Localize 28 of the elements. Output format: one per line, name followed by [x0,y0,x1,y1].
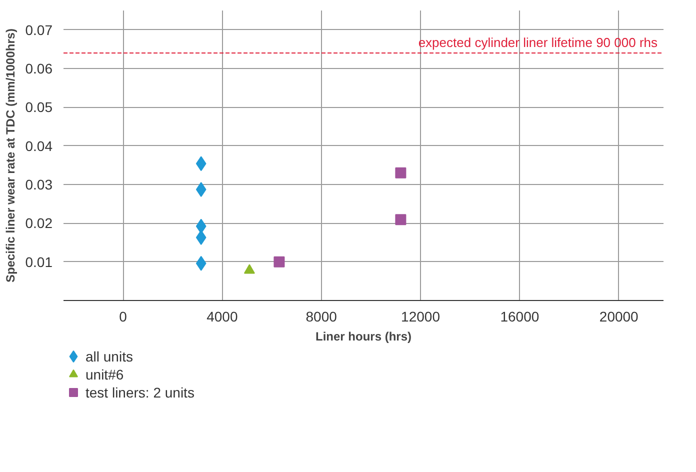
x-axis-title: Liner hours (hrs) [315,330,412,344]
y-tick-label: 0.03 [25,176,53,192]
point [395,214,406,226]
point [196,156,206,172]
point [274,256,285,268]
ref-line-label: expected cylinder liner lifetime 90 000 rhs [418,35,658,50]
y-tick-label: 0.02 [25,215,53,232]
x-tick-label: 20000 [599,308,639,324]
y-tick-label: 0.07 [25,22,53,38]
point [196,256,206,271]
point [196,230,206,245]
y-tick-label: 0.06 [25,60,53,76]
legend-label: test liners: 2 units [86,384,194,400]
point [244,264,255,274]
y-tick-label: 0.05 [25,99,53,116]
y-tick-label: 0.01 [25,254,53,270]
x-tick-label: 8000 [306,308,338,324]
x-tick-label: 0 [119,308,128,324]
point [196,182,206,198]
y-tick-label: 0.04 [25,138,53,154]
legend-label: unit#6 [86,366,124,382]
x-tick-label: 16000 [500,308,540,324]
point [196,218,206,234]
x-tick-label: 12000 [401,308,440,324]
legend-label: all units [86,348,133,364]
y-axis-title: Specific liner wear rate at TDC (mm/1000hrs) [3,28,18,283]
x-tick-label: 4000 [206,308,238,324]
point [395,167,406,178]
